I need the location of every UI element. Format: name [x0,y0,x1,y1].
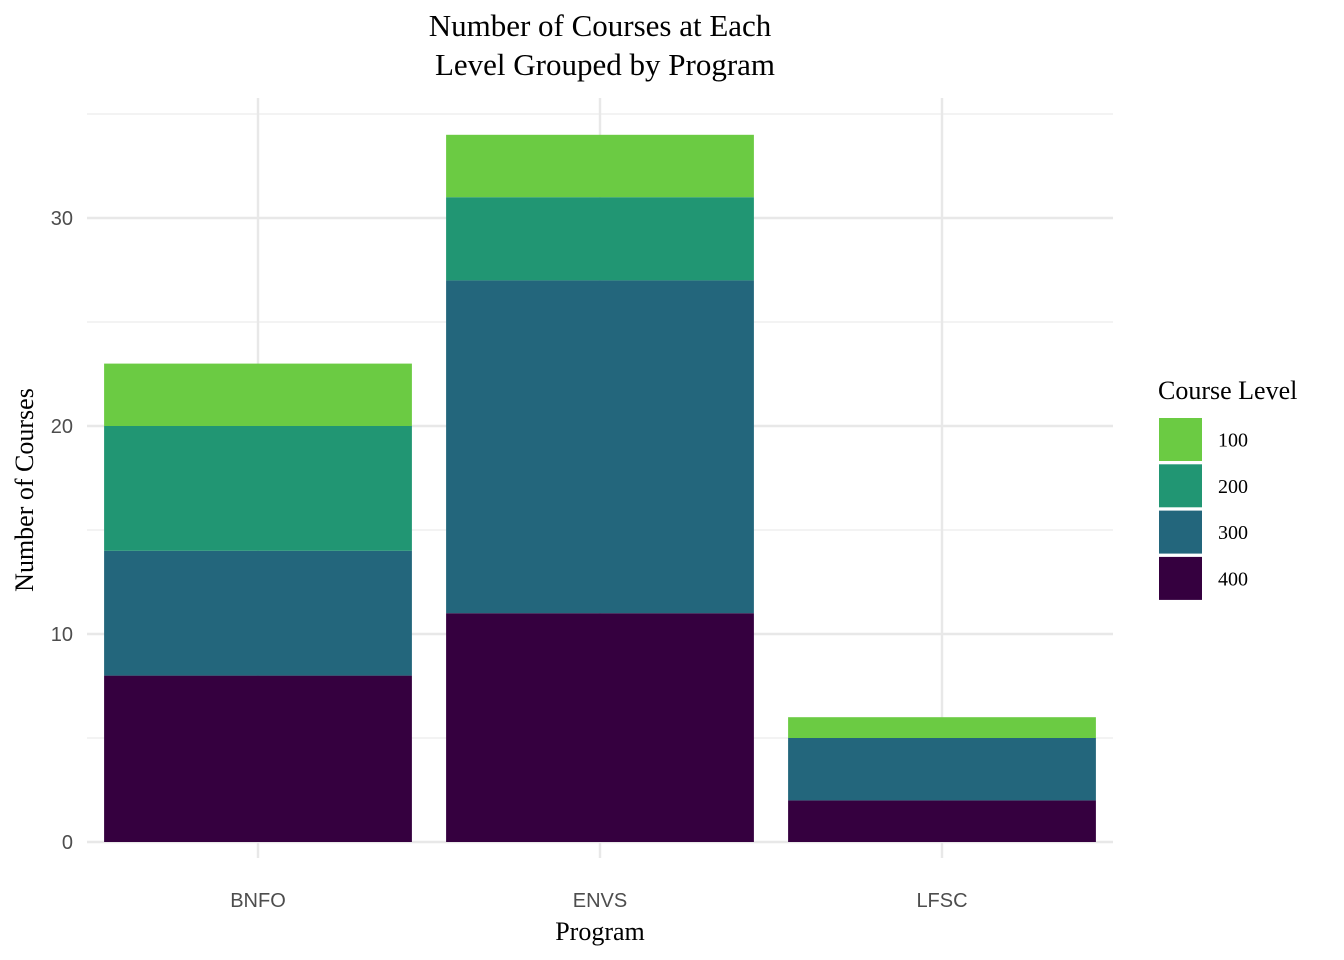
bar-envs-100 [446,134,754,198]
legend-label-200: 200 [1218,476,1248,498]
legend-items: 100 200 300 400 [1159,418,1248,600]
bar-envs-200 [446,197,754,281]
y-tick-labels: 0 10 20 30 [51,208,73,854]
bar-lfsc-400 [788,800,1096,842]
y-tick-label: 20 [51,416,73,438]
legend: Course Level 100 200 300 400 [1158,376,1297,600]
bars [104,134,1096,842]
bar-bnfo-200 [104,426,412,551]
chart-title-line-2: Level Grouped by Program [435,47,775,82]
legend-key-200 [1159,464,1202,508]
y-tick-label: 0 [62,832,73,854]
legend-title: Course Level [1158,376,1297,405]
bar-envs-400 [446,613,754,842]
x-axis-title: Program [555,917,645,946]
bar-bnfo-400 [104,675,412,842]
bar-envs-300 [446,280,754,614]
bar-lfsc-300 [788,738,1096,801]
x-tick-label: ENVS [573,890,627,912]
bar-bnfo-300 [104,550,412,676]
legend-label-100: 100 [1218,430,1248,452]
chart-title-line-1: Number of Courses at Each [429,8,772,43]
y-tick-label: 10 [51,624,73,646]
x-tick-label: LFSC [916,890,967,912]
y-tick-label: 30 [51,208,73,230]
legend-key-100 [1159,418,1202,461]
x-tick-label: BNFO [230,890,286,912]
legend-key-300 [1159,510,1202,554]
x-tick-labels: BNFO ENVS LFSC [230,890,967,912]
legend-label-400: 400 [1218,568,1248,590]
bar-bnfo-100 [104,363,412,426]
legend-label-300: 300 [1218,522,1248,544]
bar-lfsc-100 [788,717,1096,738]
legend-key-400 [1159,556,1202,600]
y-axis-title: Number of Courses [10,388,39,592]
